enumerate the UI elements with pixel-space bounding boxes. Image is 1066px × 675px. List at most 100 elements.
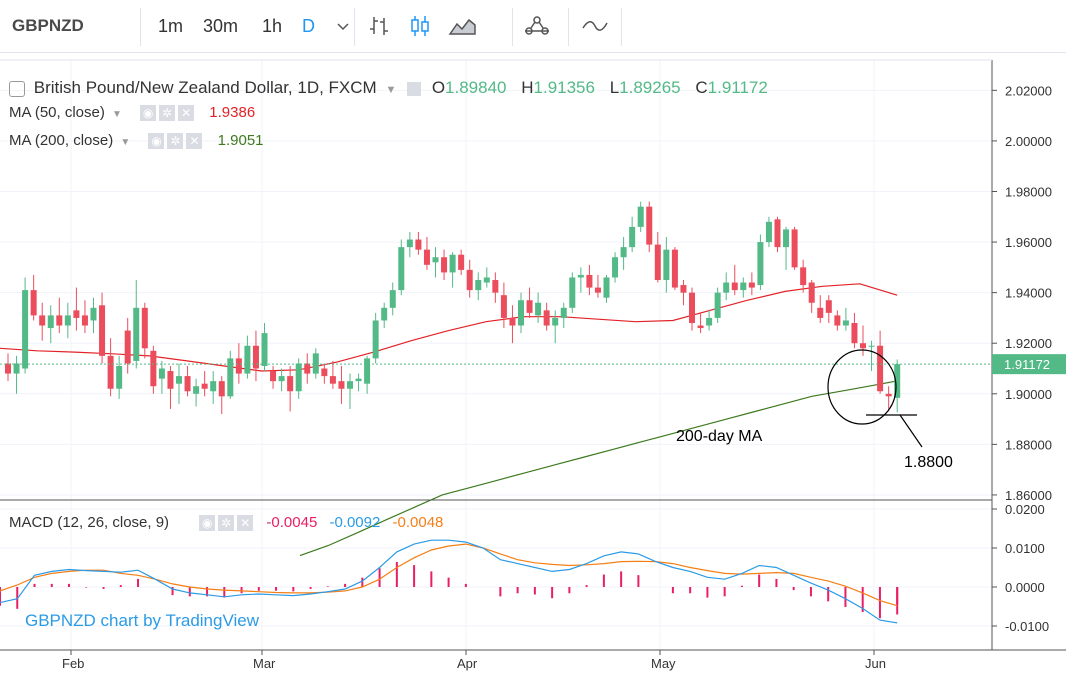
macd-pane [0,539,899,624]
interval-30m-button[interactable]: 30m [203,16,239,36]
price-tick-label: 1.90000 [1005,387,1052,402]
macd-signal-value: -0.0048 [392,514,444,531]
candle-body [877,345,884,392]
last-price-label: 1.91172 [1004,357,1050,372]
chevron-down-icon[interactable]: ▼ [385,84,397,96]
candle-body [834,315,841,326]
candle-body [56,315,63,326]
area-style-icon[interactable] [447,12,477,40]
close-icon[interactable]: ✕ [178,105,195,122]
eye-icon[interactable]: ◉ [199,515,216,532]
macd-legend: MACD (12, 26, close, 9) ◉ ✲ ✕ -0.0045 -0.0… [9,514,444,532]
candle-body [492,280,499,293]
candle-body [64,315,71,326]
candle-body [329,376,336,384]
macd-label: MACD (12, 26, close, 9) [9,514,170,531]
candle-body [894,364,901,398]
interval-1m-button[interactable]: 1m [158,16,184,36]
chevron-down-icon[interactable]: ▼ [120,137,131,148]
candle-body [586,274,593,288]
candle-body [244,345,251,374]
open-label: O [431,78,446,97]
macd-line-value: -0.0092 [329,514,381,531]
last-price-badge [992,354,1066,375]
gear-icon[interactable]: ✲ [159,105,176,122]
symbol-search[interactable]: GBPNZD [12,16,84,35]
price-tick-label: 2.02000 [1005,83,1052,98]
candle-body [278,376,285,382]
candle-body [176,376,182,384]
candle-body [355,378,362,382]
candle-body [458,254,465,270]
main-legend: British Pound/New Zealand Dollar, 1D, FX… [9,78,768,98]
candle-body [885,393,892,397]
interval-d-button[interactable]: D [302,16,315,36]
bar-style-icon[interactable] [364,12,394,40]
candle-body [851,322,858,344]
candle-body [73,310,80,318]
candle-body [415,239,422,250]
interval-1h-button[interactable]: 1h [262,16,283,36]
low-label: L [609,78,620,97]
chevron-down-icon[interactable]: ▼ [112,109,122,120]
highlight-circle [827,349,897,425]
candle-body [270,371,277,382]
gear-icon[interactable]: ✲ [167,133,184,150]
eye-icon[interactable]: ◉ [140,105,157,122]
candle-body [347,381,353,389]
close-icon[interactable]: ✕ [186,133,203,150]
candle-body [868,345,875,347]
eye-icon[interactable] [407,81,422,96]
ma200-line [299,380,898,557]
candle-body [381,307,388,321]
gear-icon[interactable]: ✲ [218,515,235,532]
candle-body [535,302,542,316]
candle-body [731,282,738,291]
price-tick-label: 1.96000 [1005,235,1052,250]
price-tick-label: 1.86000 [1005,488,1052,503]
indicators-icon[interactable] [522,12,552,40]
price-tick-label: 2.00000 [1005,134,1052,149]
candle-body [509,317,516,326]
candle-body [714,292,721,318]
candles [5,201,901,415]
toolbar-divider [354,8,355,46]
time-tick-label: Feb [62,656,84,671]
candle-body [757,242,764,286]
candle-body [637,206,644,227]
candle-body [646,206,653,245]
candle-body [765,221,772,243]
macd-hist-value: -0.0045 [266,514,318,531]
candle-body [210,381,217,392]
candle-body [723,282,730,293]
candle-body [295,363,302,392]
candle-body [184,376,191,392]
toolbar-divider [140,8,141,46]
ma50-value: 1.9386 [209,104,256,121]
candle-body [620,247,627,258]
open-value: 1.89840 [445,78,507,97]
candle-body [817,307,824,318]
macd-tick-label: 0.0100 [1005,541,1045,556]
compare-icon[interactable] [580,12,610,40]
ma50-line [0,283,898,372]
close-icon[interactable]: ✕ [237,515,254,532]
candle-body [372,320,379,359]
candle-body [193,386,200,394]
candle-body [5,363,11,374]
axes: 2.02000 2.00000 1.98000 1.96000 1.94000 1.920… [0,59,1066,671]
ma200-value: 1.9051 [217,132,264,149]
candle-body [287,376,294,392]
time-tick-label: Jun [865,656,886,671]
candle-body [475,280,482,291]
chevron-down-icon[interactable] [328,12,358,40]
macd-signal-line [0,543,898,607]
ma50-legend: MA (50, close) ▼ ◉ ✲ ✕ 1.9386 [9,104,256,122]
candle-style-icon[interactable] [405,12,435,40]
candle-body [860,343,866,349]
eye-icon[interactable]: ◉ [148,133,165,150]
candle-body [201,383,208,389]
candle-body [594,287,601,293]
annotations: 200-day MA 1.8800 [676,349,953,471]
